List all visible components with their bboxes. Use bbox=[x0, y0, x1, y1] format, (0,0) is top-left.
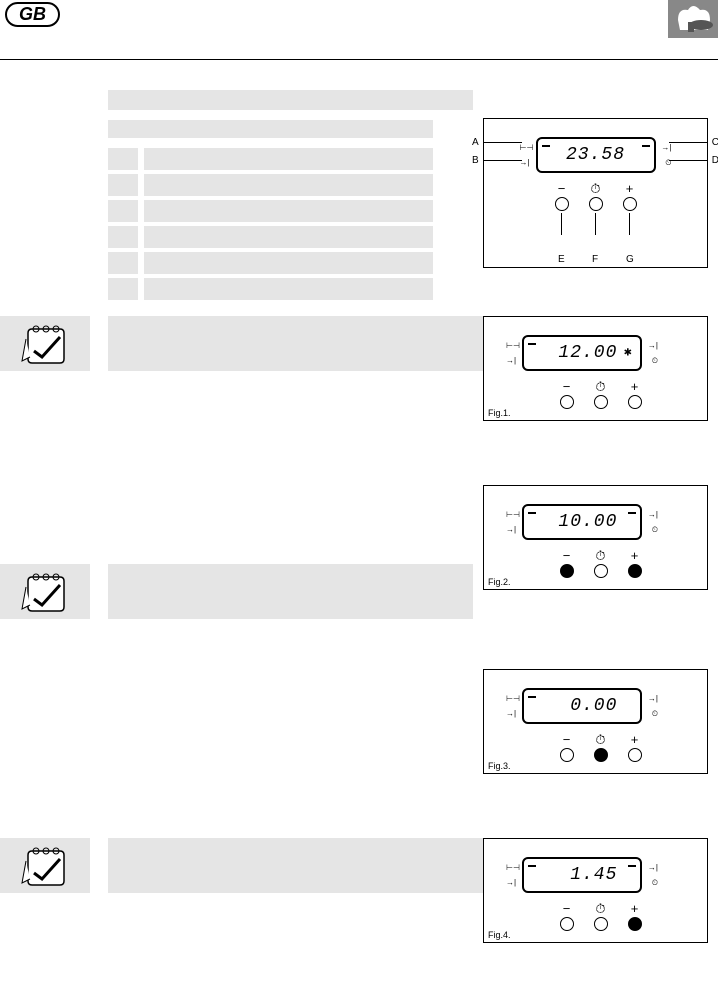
plus-button[interactable] bbox=[623, 197, 637, 211]
panel-letter-g: G bbox=[626, 254, 634, 265]
fig3-timer-button[interactable] bbox=[594, 748, 608, 762]
fig2-minus-button[interactable] bbox=[560, 564, 574, 578]
figure-4-panel: ⊢⊣ →| →| ⏲ 1.45 − ⏱ + Fig.4. bbox=[483, 838, 708, 943]
panel-letter-c: C bbox=[712, 137, 718, 148]
fig1-timer-button[interactable] bbox=[594, 395, 608, 409]
note-text-2 bbox=[108, 564, 473, 619]
section-title-bar bbox=[108, 90, 473, 110]
figure-1-panel: ⊢⊣ →| →| ⏲ ✱ 12.00 − ⏱ + Fig.1. bbox=[483, 316, 708, 421]
fig2-caption: Fig.2. bbox=[488, 577, 511, 587]
main-button-row: − ⏱ + bbox=[492, 181, 699, 235]
minus-label: − bbox=[558, 181, 566, 195]
fig3-minus-button[interactable] bbox=[560, 748, 574, 762]
minus-button[interactable] bbox=[555, 197, 569, 211]
note-icon bbox=[0, 316, 90, 371]
panel-letter-d: D bbox=[712, 155, 718, 166]
main-control-panel: A B C D ⊢⊣ →| →| ⏲ 23.58 bbox=[483, 118, 708, 268]
fig3-display: ⊢⊣ →| →| ⏲ 0.00 bbox=[522, 688, 642, 724]
fig4-caption: Fig.4. bbox=[488, 930, 511, 940]
section-subtitle-bar bbox=[108, 120, 433, 138]
plus-label: + bbox=[626, 181, 634, 195]
timer-label: ⏱ bbox=[590, 181, 600, 195]
figure-2-panel: ⊢⊣ →| →| ⏲ 10.00 − ⏱ + Fig.2. bbox=[483, 485, 708, 590]
panel-letter-a: A bbox=[472, 137, 479, 148]
fig2-display-value: 10.00 bbox=[547, 512, 618, 532]
timer-button[interactable] bbox=[589, 197, 603, 211]
fig3-caption: Fig.3. bbox=[488, 761, 511, 771]
chef-hat-icon bbox=[668, 0, 718, 38]
fig4-display-value: 1.45 bbox=[547, 865, 618, 885]
fig3-plus-button[interactable] bbox=[628, 748, 642, 762]
fig1-display-value: 12.00 bbox=[547, 343, 618, 363]
fig1-plus-button[interactable] bbox=[628, 395, 642, 409]
fig1-caption: Fig.1. bbox=[488, 408, 511, 418]
panel-letter-b: B bbox=[472, 155, 479, 166]
starburst-icon: ✱ bbox=[624, 348, 632, 359]
fig2-plus-button[interactable] bbox=[628, 564, 642, 578]
fig1-minus-button[interactable] bbox=[560, 395, 574, 409]
note-text-3 bbox=[108, 838, 483, 893]
panel-letter-f: F bbox=[592, 254, 598, 265]
fig1-display: ⊢⊣ →| →| ⏲ ✱ 12.00 bbox=[522, 335, 642, 371]
note-icon bbox=[0, 838, 90, 893]
fig4-plus-button[interactable] bbox=[628, 917, 642, 931]
fig4-timer-button[interactable] bbox=[594, 917, 608, 931]
page-content: A B C D ⊢⊣ →| →| ⏲ 23.58 bbox=[0, 90, 718, 943]
note-icon bbox=[0, 564, 90, 619]
fig4-minus-button[interactable] bbox=[560, 917, 574, 931]
legend-table bbox=[108, 148, 433, 304]
panel-letter-e: E bbox=[558, 254, 565, 265]
fig2-display: ⊢⊣ →| →| ⏲ 10.00 bbox=[522, 504, 642, 540]
fig2-timer-button[interactable] bbox=[594, 564, 608, 578]
main-display: ⊢⊣ →| →| ⏲ 23.58 bbox=[536, 137, 656, 173]
fig3-display-value: 0.00 bbox=[547, 696, 618, 716]
main-display-value: 23.58 bbox=[566, 145, 625, 165]
page-header: GB bbox=[0, 30, 718, 60]
fig4-display: ⊢⊣ →| →| ⏲ 1.45 bbox=[522, 857, 642, 893]
gb-badge: GB bbox=[5, 2, 60, 27]
note-text-1 bbox=[108, 316, 483, 371]
figure-3-panel: ⊢⊣ →| →| ⏲ 0.00 − ⏱ + Fig.3. bbox=[483, 669, 708, 774]
